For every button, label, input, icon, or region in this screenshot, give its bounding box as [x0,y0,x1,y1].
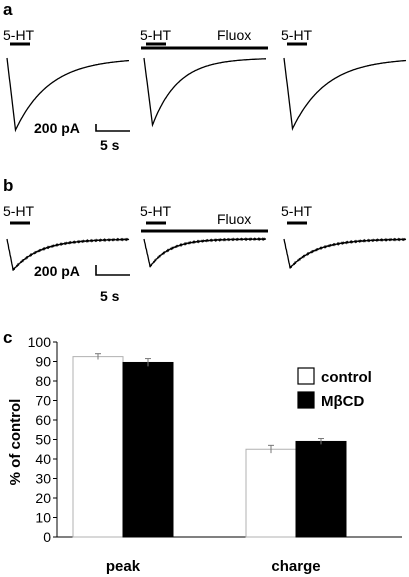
panel-a-fluox-label: Fluox [217,27,251,43]
panel-a-letter: a [3,0,13,19]
y-tick-label: 70 [35,393,51,409]
legend-label-control: control [321,369,372,386]
y-tick-label: 100 [28,334,52,350]
panel-b-trace3-stim-label: 5-HT [281,203,313,219]
panel-a-trace1 [6,57,129,133]
panel-b-trace3 [283,237,407,269]
panel-a-trace1-stim-label: 5-HT [3,27,35,43]
bar-chart: 0 10 20 30 40 50 60 70 80 90 100 peak charge control M… [28,334,402,575]
panel-a: a 5-HT 5-HT Fluox 5-HT 200 pA 5 s [3,0,407,153]
panel-b-scale-time-label: 5 s [100,288,120,304]
category-label-peak: peak [106,558,141,575]
panel-b-trace1 [6,237,130,271]
panel-b-fluox-label: Fluox [217,211,251,227]
panel-b-scale-bar [95,265,130,276]
y-tick-label: 60 [35,412,51,428]
panel-c: c % of control 0 10 20 30 40 50 60 70 80 90 100 pea… [3,328,402,575]
panel-b-letter: b [3,176,13,195]
panel-b-trace2-stim-label: 5-HT [140,203,172,219]
y-tick-label: 80 [35,373,51,389]
panel-b-trace2 [143,237,267,268]
y-tick-label: 50 [35,432,51,448]
panel-a-scale-bar [95,124,130,132]
bar-peak-control [72,356,124,538]
bar-peak-mbcd [122,361,174,538]
legend-swatch-control [297,367,315,385]
panel-a-trace2 [143,57,266,128]
panel-b-trace1-stim-label: 5-HT [3,203,35,219]
bar-charge-control [245,448,297,538]
y-tick-label: 20 [35,490,51,506]
y-axis-label: % of control [7,399,24,486]
legend-swatch-mbcd [297,391,315,409]
panel-a-scale-time-label: 5 s [100,137,120,153]
bar-charge-mbcd [295,440,347,538]
y-tick-label: 40 [35,451,51,467]
category-label-charge: charge [271,558,320,575]
panel-a-scale-current-label: 200 pA [34,120,80,136]
panel-a-trace2-stim-label: 5-HT [140,27,172,43]
y-tick-label: 10 [35,510,51,526]
panel-b-scale-current-label: 200 pA [34,263,80,279]
panel-a-trace3 [283,57,407,131]
legend-label-mbcd: MβCD [321,393,364,410]
y-tick-label: 0 [43,529,51,545]
panel-b: b 5-HT 5-HT Fluox 5-HT 200 pA 5 s [3,176,407,304]
y-tick-label: 90 [35,354,51,370]
panel-c-letter: c [3,328,12,347]
y-tick-label: 30 [35,471,51,487]
panel-a-trace3-stim-label: 5-HT [281,27,313,43]
